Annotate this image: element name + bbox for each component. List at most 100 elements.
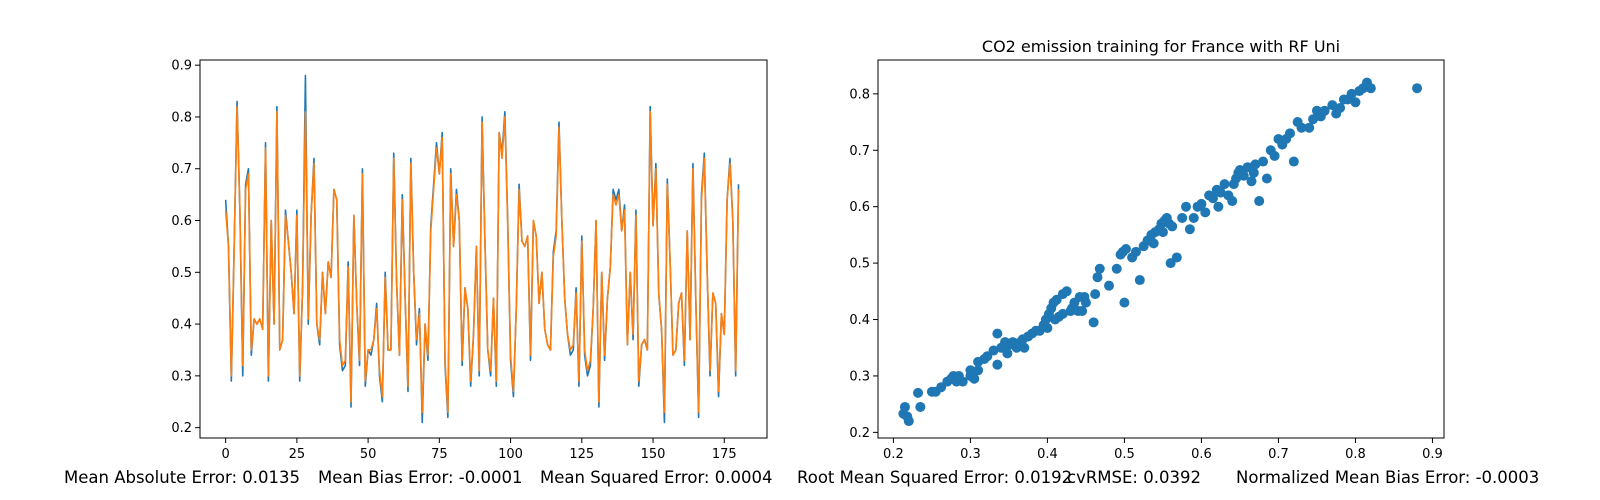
scatter-point (988, 345, 999, 356)
x-tick-label: 100 (498, 447, 523, 462)
y-tick-label: 0.3 (171, 369, 192, 384)
scatter-point (1261, 173, 1272, 184)
scatter-point (1090, 289, 1101, 300)
metric-mbe: Mean Bias Error: -0.0001 (318, 468, 523, 487)
x-tick-label: 25 (289, 447, 306, 462)
scatter-point (1304, 122, 1315, 133)
y-tick-label: 0.7 (171, 162, 192, 177)
metric-mae: Mean Absolute Error: 0.0135 (64, 468, 301, 487)
y-tick-label: 0.7 (849, 144, 870, 159)
y-tick-label: 0.5 (171, 266, 192, 281)
y-tick-label: 0.6 (171, 214, 192, 229)
scatter-point (1269, 150, 1280, 161)
scatter-point (1088, 317, 1099, 328)
x-axis: 0 25 50 75 100 125 150 175 (222, 438, 737, 462)
scatter-point (1308, 114, 1319, 125)
y-tick-label: 0.9 (171, 59, 192, 74)
y-tick-label: 0.2 (171, 421, 192, 436)
scatter-point (1061, 286, 1072, 297)
scatter-point (1215, 187, 1226, 198)
y-tick-label: 0.4 (171, 318, 192, 333)
scatter-point (1119, 297, 1130, 308)
scatter-point (1238, 170, 1249, 181)
scatter-point (1350, 97, 1361, 108)
scatter-point (1207, 193, 1218, 204)
scatter-chart: CO2 emission training for France with RF… (849, 37, 1445, 462)
scatter-point (1104, 280, 1115, 291)
y-tick-label: 0.6 (849, 200, 870, 215)
metric-mse: Mean Squared Error: 0.0004 (540, 468, 773, 487)
x-tick-label: 0.2 (883, 447, 904, 462)
x-tick-label: 0.5 (1114, 447, 1135, 462)
scatter-point (957, 376, 968, 387)
y-tick-label: 0.4 (849, 313, 870, 328)
scatter-point (1288, 156, 1299, 167)
x-tick-label: 125 (569, 447, 594, 462)
chart-title: CO2 emission training for France with RF… (982, 37, 1340, 56)
scatter-point (1148, 238, 1159, 249)
scatter-point (992, 359, 1003, 370)
plot-frame (199, 59, 768, 439)
scatter-point (1335, 102, 1346, 113)
x-tick-label: 0.3 (960, 447, 981, 462)
scatter-point (1177, 212, 1188, 223)
x-tick-label: 150 (641, 447, 666, 462)
scatter-point (1346, 88, 1357, 99)
line-chart: 0.2 0.3 0.4 0.5 0.6 0.7 0.8 0.9 0 25 50 75 100 125 15… (171, 59, 768, 462)
plot-frame (877, 59, 1445, 439)
x-axis: 0.2 0.3 0.4 0.5 0.6 0.7 0.8 0.9 (883, 438, 1443, 462)
scatter-point (1167, 221, 1178, 232)
x-tick-label: 0.6 (1191, 447, 1212, 462)
scatter-point (1077, 306, 1088, 317)
series-group (224, 74, 740, 424)
scatter-point (1248, 167, 1259, 178)
scatter-point (1019, 342, 1030, 353)
y-tick-label: 0.8 (171, 110, 192, 125)
scatter-point (1327, 100, 1338, 111)
scatter-point (903, 416, 914, 427)
metric-rmse: Root Mean Squared Error: 0.0192 (797, 468, 1073, 487)
scatter-point (1246, 176, 1257, 187)
scatter-point (1057, 308, 1068, 319)
y-tick-label: 0.3 (849, 369, 870, 384)
scatter-point (973, 365, 984, 376)
scatter-point (1181, 201, 1192, 212)
scatter-point (1002, 348, 1013, 359)
scatter-point (1200, 207, 1211, 218)
scatter-point (1412, 83, 1423, 94)
y-tick-label: 0.2 (849, 426, 870, 441)
metric-cvrmse: cvRMSE: 0.0392 (1067, 468, 1201, 487)
scatter-point (1092, 272, 1103, 283)
scatter-point (969, 373, 980, 384)
scatter-point (915, 401, 926, 412)
scatter-point (1042, 322, 1053, 333)
scatter-point (1250, 159, 1261, 170)
x-tick-label: 175 (712, 447, 737, 462)
scatter-point (1080, 297, 1091, 308)
scatter-point (1196, 198, 1207, 209)
scatter-point (1258, 156, 1269, 167)
scatter-point (1254, 196, 1265, 207)
scatter-point (1130, 246, 1141, 257)
scatter-point (1319, 105, 1330, 116)
x-tick-label: 50 (360, 447, 377, 462)
x-tick-label: 0.8 (1345, 447, 1366, 462)
scatter-point (899, 401, 910, 412)
metrics-bar: Mean Absolute Error: 0.0135 Mean Bias Er… (0, 468, 1600, 492)
y-tick-label: 0.8 (849, 87, 870, 102)
x-tick-label: 0.4 (1037, 447, 1058, 462)
scatter-point (1111, 263, 1122, 274)
scatter-point (1296, 122, 1307, 133)
scatter-point (1284, 128, 1295, 139)
x-tick-label: 0.7 (1268, 447, 1289, 462)
scatter-point (1184, 224, 1195, 235)
scatter-point (1213, 201, 1224, 212)
x-tick-label: 0 (222, 447, 230, 462)
scatter-points (898, 77, 1423, 427)
scatter-point (1120, 244, 1131, 254)
y-axis: 0.2 0.3 0.4 0.5 0.6 0.7 0.8 (849, 87, 878, 441)
scatter-point (1365, 83, 1376, 94)
y-tick-label: 0.5 (849, 257, 870, 272)
x-tick-label: 0.9 (1422, 447, 1443, 462)
metric-nmbe: Normalized Mean Bias Error: -0.0003 (1236, 468, 1540, 487)
